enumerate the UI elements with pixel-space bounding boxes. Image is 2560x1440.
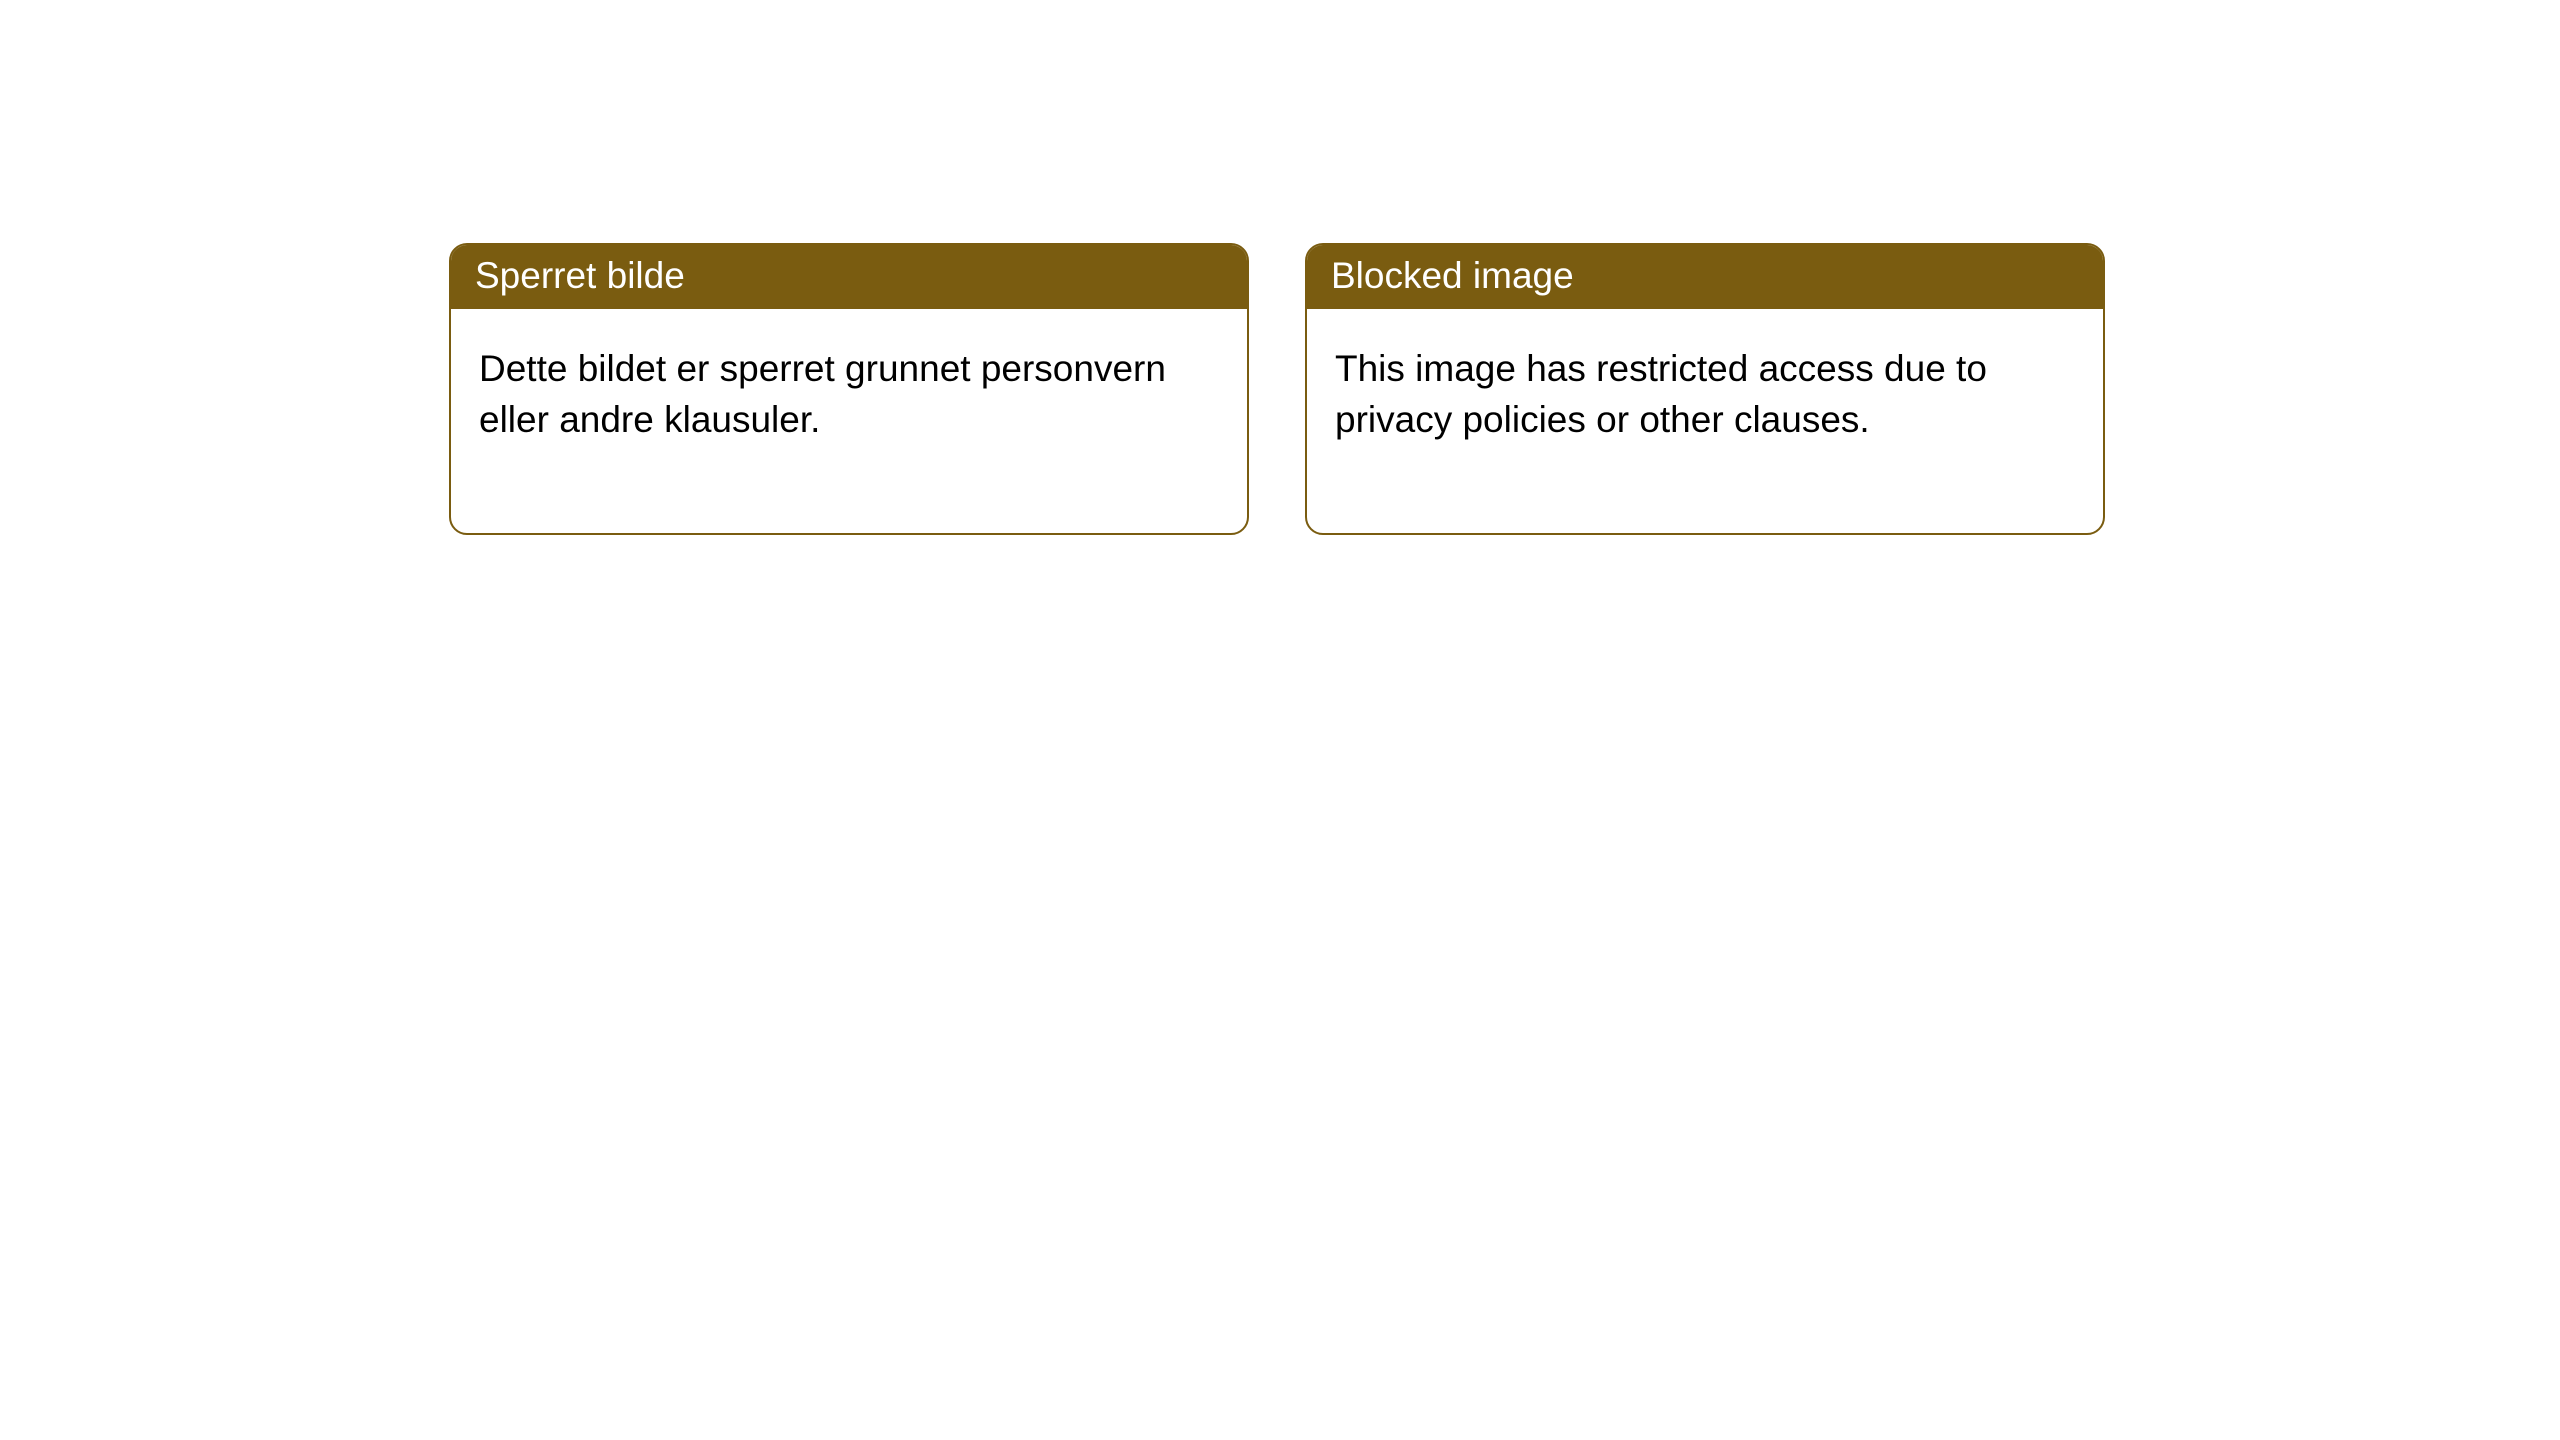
- notice-card-text: This image has restricted access due to …: [1335, 348, 1987, 440]
- notice-card-header: Sperret bilde: [451, 245, 1247, 309]
- notice-card-body: Dette bildet er sperret grunnet personve…: [451, 309, 1247, 533]
- notice-card-en: Blocked image This image has restricted …: [1305, 243, 2105, 535]
- notice-card-header: Blocked image: [1307, 245, 2103, 309]
- notice-cards-container: Sperret bilde Dette bildet er sperret gr…: [449, 243, 2560, 535]
- notice-card-body: This image has restricted access due to …: [1307, 309, 2103, 533]
- notice-card-title: Sperret bilde: [475, 255, 685, 296]
- notice-card-title: Blocked image: [1331, 255, 1574, 296]
- notice-card-no: Sperret bilde Dette bildet er sperret gr…: [449, 243, 1249, 535]
- notice-card-text: Dette bildet er sperret grunnet personve…: [479, 348, 1166, 440]
